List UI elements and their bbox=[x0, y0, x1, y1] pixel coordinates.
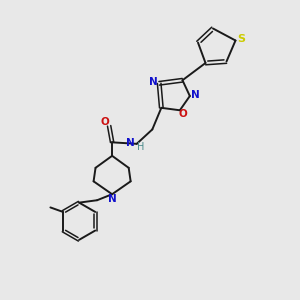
Text: O: O bbox=[100, 117, 109, 127]
Text: S: S bbox=[237, 34, 245, 44]
Text: H: H bbox=[137, 142, 144, 152]
Text: N: N bbox=[149, 77, 158, 87]
Text: N: N bbox=[191, 90, 200, 100]
Text: O: O bbox=[178, 110, 187, 119]
Text: N: N bbox=[127, 138, 135, 148]
Text: N: N bbox=[108, 194, 116, 204]
